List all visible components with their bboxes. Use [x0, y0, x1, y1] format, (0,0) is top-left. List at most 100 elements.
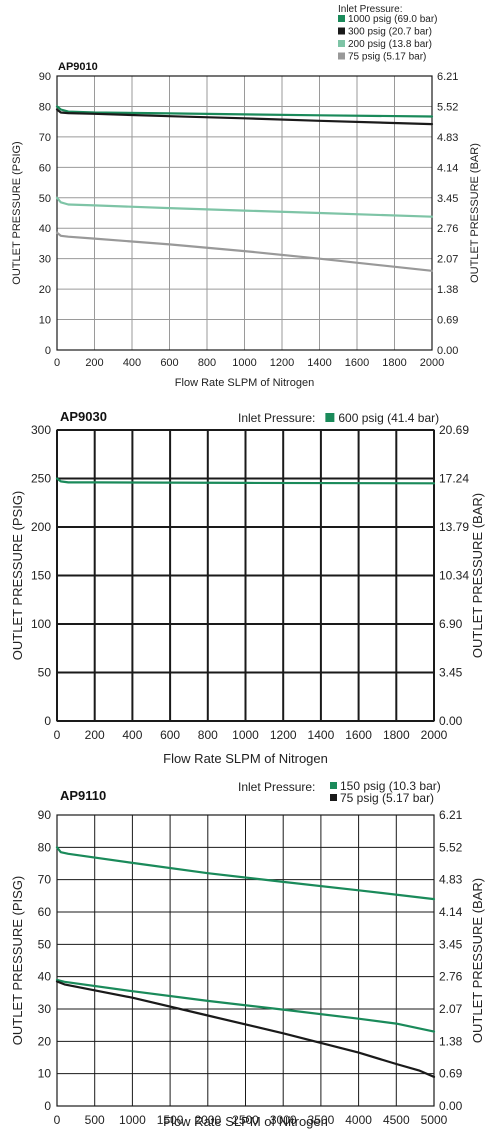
x-tick-label: 1800	[383, 728, 410, 742]
y-right-tick-label: 5.52	[437, 101, 458, 113]
y-right-tick-label: 2.07	[437, 254, 458, 266]
y-right-tick-label: 5.52	[439, 840, 463, 854]
y-tick-label: 70	[39, 132, 51, 144]
y-axis-label: OUTLET PRESSURE (PSIG)	[10, 491, 25, 661]
y-right-tick-label: 2.76	[437, 223, 458, 235]
y-right-tick-label: 6.90	[439, 617, 463, 631]
y-axis-label: OUTLET PRESSURE (PISG)	[10, 876, 25, 1046]
x-tick-label: 1200	[270, 728, 297, 742]
y-right-tick-label: 1.38	[439, 1034, 463, 1048]
y-tick-label: 200	[31, 520, 51, 534]
legend-title: Inlet Pressure:	[338, 4, 402, 15]
x-tick-label: 0	[54, 1113, 61, 1127]
x-tick-label: 2000	[421, 728, 448, 742]
legend-swatch	[338, 40, 345, 47]
x-tick-label: 1600	[345, 357, 369, 369]
y-right-tick-label: 2.07	[439, 1002, 463, 1016]
y-right-tick-label: 6.21	[439, 808, 463, 822]
x-axis-label: Flow Rate SLPM of Nitrogen	[163, 1114, 328, 1129]
y-right-tick-label: 3.45	[439, 937, 463, 951]
series-line	[55, 231, 434, 272]
y-tick-label: 20	[38, 1034, 52, 1048]
y-right-tick-label: 0.00	[439, 1099, 463, 1113]
y-right-tick-label: 0.69	[437, 315, 458, 327]
grid	[56, 75, 433, 351]
series-line	[55, 846, 436, 901]
y-tick-label: 100	[31, 617, 51, 631]
x-tick-label: 1800	[382, 357, 406, 369]
x-tick-label: 3000	[270, 1113, 297, 1127]
series-line	[55, 978, 436, 1033]
y-tick-label: 300	[31, 423, 51, 437]
chart-ap9010: 0 200 400 600 800 1000 1200 1400 1600 1800 2000 0 10…	[11, 4, 481, 389]
y-right-axis-label: OUTLET PRESSURE (BAR)	[470, 493, 485, 658]
y-tick-label: 80	[38, 840, 52, 854]
y-axis-label: OUTLET PRESSURE (PSIG)	[11, 141, 23, 284]
x-tick-label: 1000	[119, 1113, 146, 1127]
x-tick-label: 200	[85, 728, 105, 742]
y-right-tick-label: 20.69	[439, 423, 469, 437]
y-tick-label: 60	[38, 905, 52, 919]
x-tick-label: 3500	[308, 1113, 335, 1127]
y-right-tick-label: 17.24	[439, 472, 469, 486]
y-tick-label: 20	[39, 284, 51, 296]
legend-swatch	[325, 413, 335, 422]
legend: Inlet Pressure: 600 psig (41.4 bar)	[238, 411, 439, 425]
x-tick-label: 2500	[232, 1113, 259, 1127]
y-right-tick-label: 4.14	[437, 162, 458, 174]
legend-label: 600 psig (41.4 bar)	[338, 411, 439, 425]
y-right-tick-label: 0.00	[439, 714, 463, 728]
legend-label: 75 psig (5.17 bar)	[348, 52, 426, 63]
x-tick-label: 1600	[345, 728, 372, 742]
y-right-tick-label: 3.45	[439, 666, 463, 680]
y-tick-label: 0	[44, 1099, 51, 1113]
y-tick-label: 70	[38, 873, 52, 887]
x-tick-label: 5000	[421, 1113, 448, 1127]
y-right-tick-label: 13.79	[439, 520, 469, 534]
x-tick-label: 800	[198, 728, 218, 742]
x-tick-label: 2000	[420, 357, 444, 369]
chart-title: AP9110	[60, 788, 106, 803]
grid	[56, 814, 435, 1107]
x-tick-label: 1400	[308, 728, 335, 742]
legend-label: 300 psig (20.7 bar)	[348, 27, 432, 38]
x-axis-label: Flow Rate SLPM of Nitrogen	[175, 377, 314, 389]
plot-frame	[56, 814, 435, 1107]
legend-swatch	[338, 27, 345, 35]
y-tick-label: 30	[39, 254, 51, 266]
legend-label: 200 psig (13.8 bar)	[348, 39, 432, 50]
x-tick-label: 4000	[345, 1113, 372, 1127]
x-tick-label: 1200	[270, 357, 294, 369]
y-tick-label: 80	[39, 101, 51, 113]
legend-swatch	[338, 52, 345, 60]
x-tick-label: 600	[160, 728, 180, 742]
x-tick-label: 1000	[232, 728, 259, 742]
y-tick-label: 40	[39, 223, 51, 235]
y-right-tick-label: 2.76	[439, 970, 463, 984]
y-tick-label: 0	[44, 714, 51, 728]
y-tick-label: 90	[38, 808, 52, 822]
x-tick-label: 1000	[232, 357, 256, 369]
x-tick-label: 1500	[157, 1113, 184, 1127]
x-tick-label: 800	[198, 357, 216, 369]
y-tick-label: 0	[45, 345, 51, 357]
legend-swatch	[330, 782, 337, 789]
y-right-tick-label: 0.69	[439, 1067, 463, 1081]
legend-label: 75 psig (5.17 bar)	[340, 791, 434, 805]
chart-title: AP9010	[58, 61, 98, 73]
x-tick-label: 400	[122, 728, 142, 742]
x-tick-label: 500	[85, 1113, 105, 1127]
x-tick-label: 600	[160, 357, 178, 369]
chart-ap9110: 0 500 1000 1500 2000 2500 3000 3500 4000 4500 5000…	[10, 779, 485, 1129]
x-tick-label: 200	[85, 357, 103, 369]
y-tick-label: 60	[39, 162, 51, 174]
x-tick-label: 2000	[194, 1113, 221, 1127]
y-tick-label: 10	[39, 315, 51, 327]
legend: Inlet Pressure:1000 psig (69.0 bar) 300 p…	[338, 4, 438, 63]
x-tick-label: 400	[123, 357, 141, 369]
plot-frame	[56, 75, 433, 351]
legend-label: 1000 psig (69.0 bar)	[348, 14, 438, 25]
x-tick-label: 4500	[383, 1113, 410, 1127]
y-tick-label: 250	[31, 472, 51, 486]
legend-title: Inlet Pressure:	[238, 411, 315, 425]
